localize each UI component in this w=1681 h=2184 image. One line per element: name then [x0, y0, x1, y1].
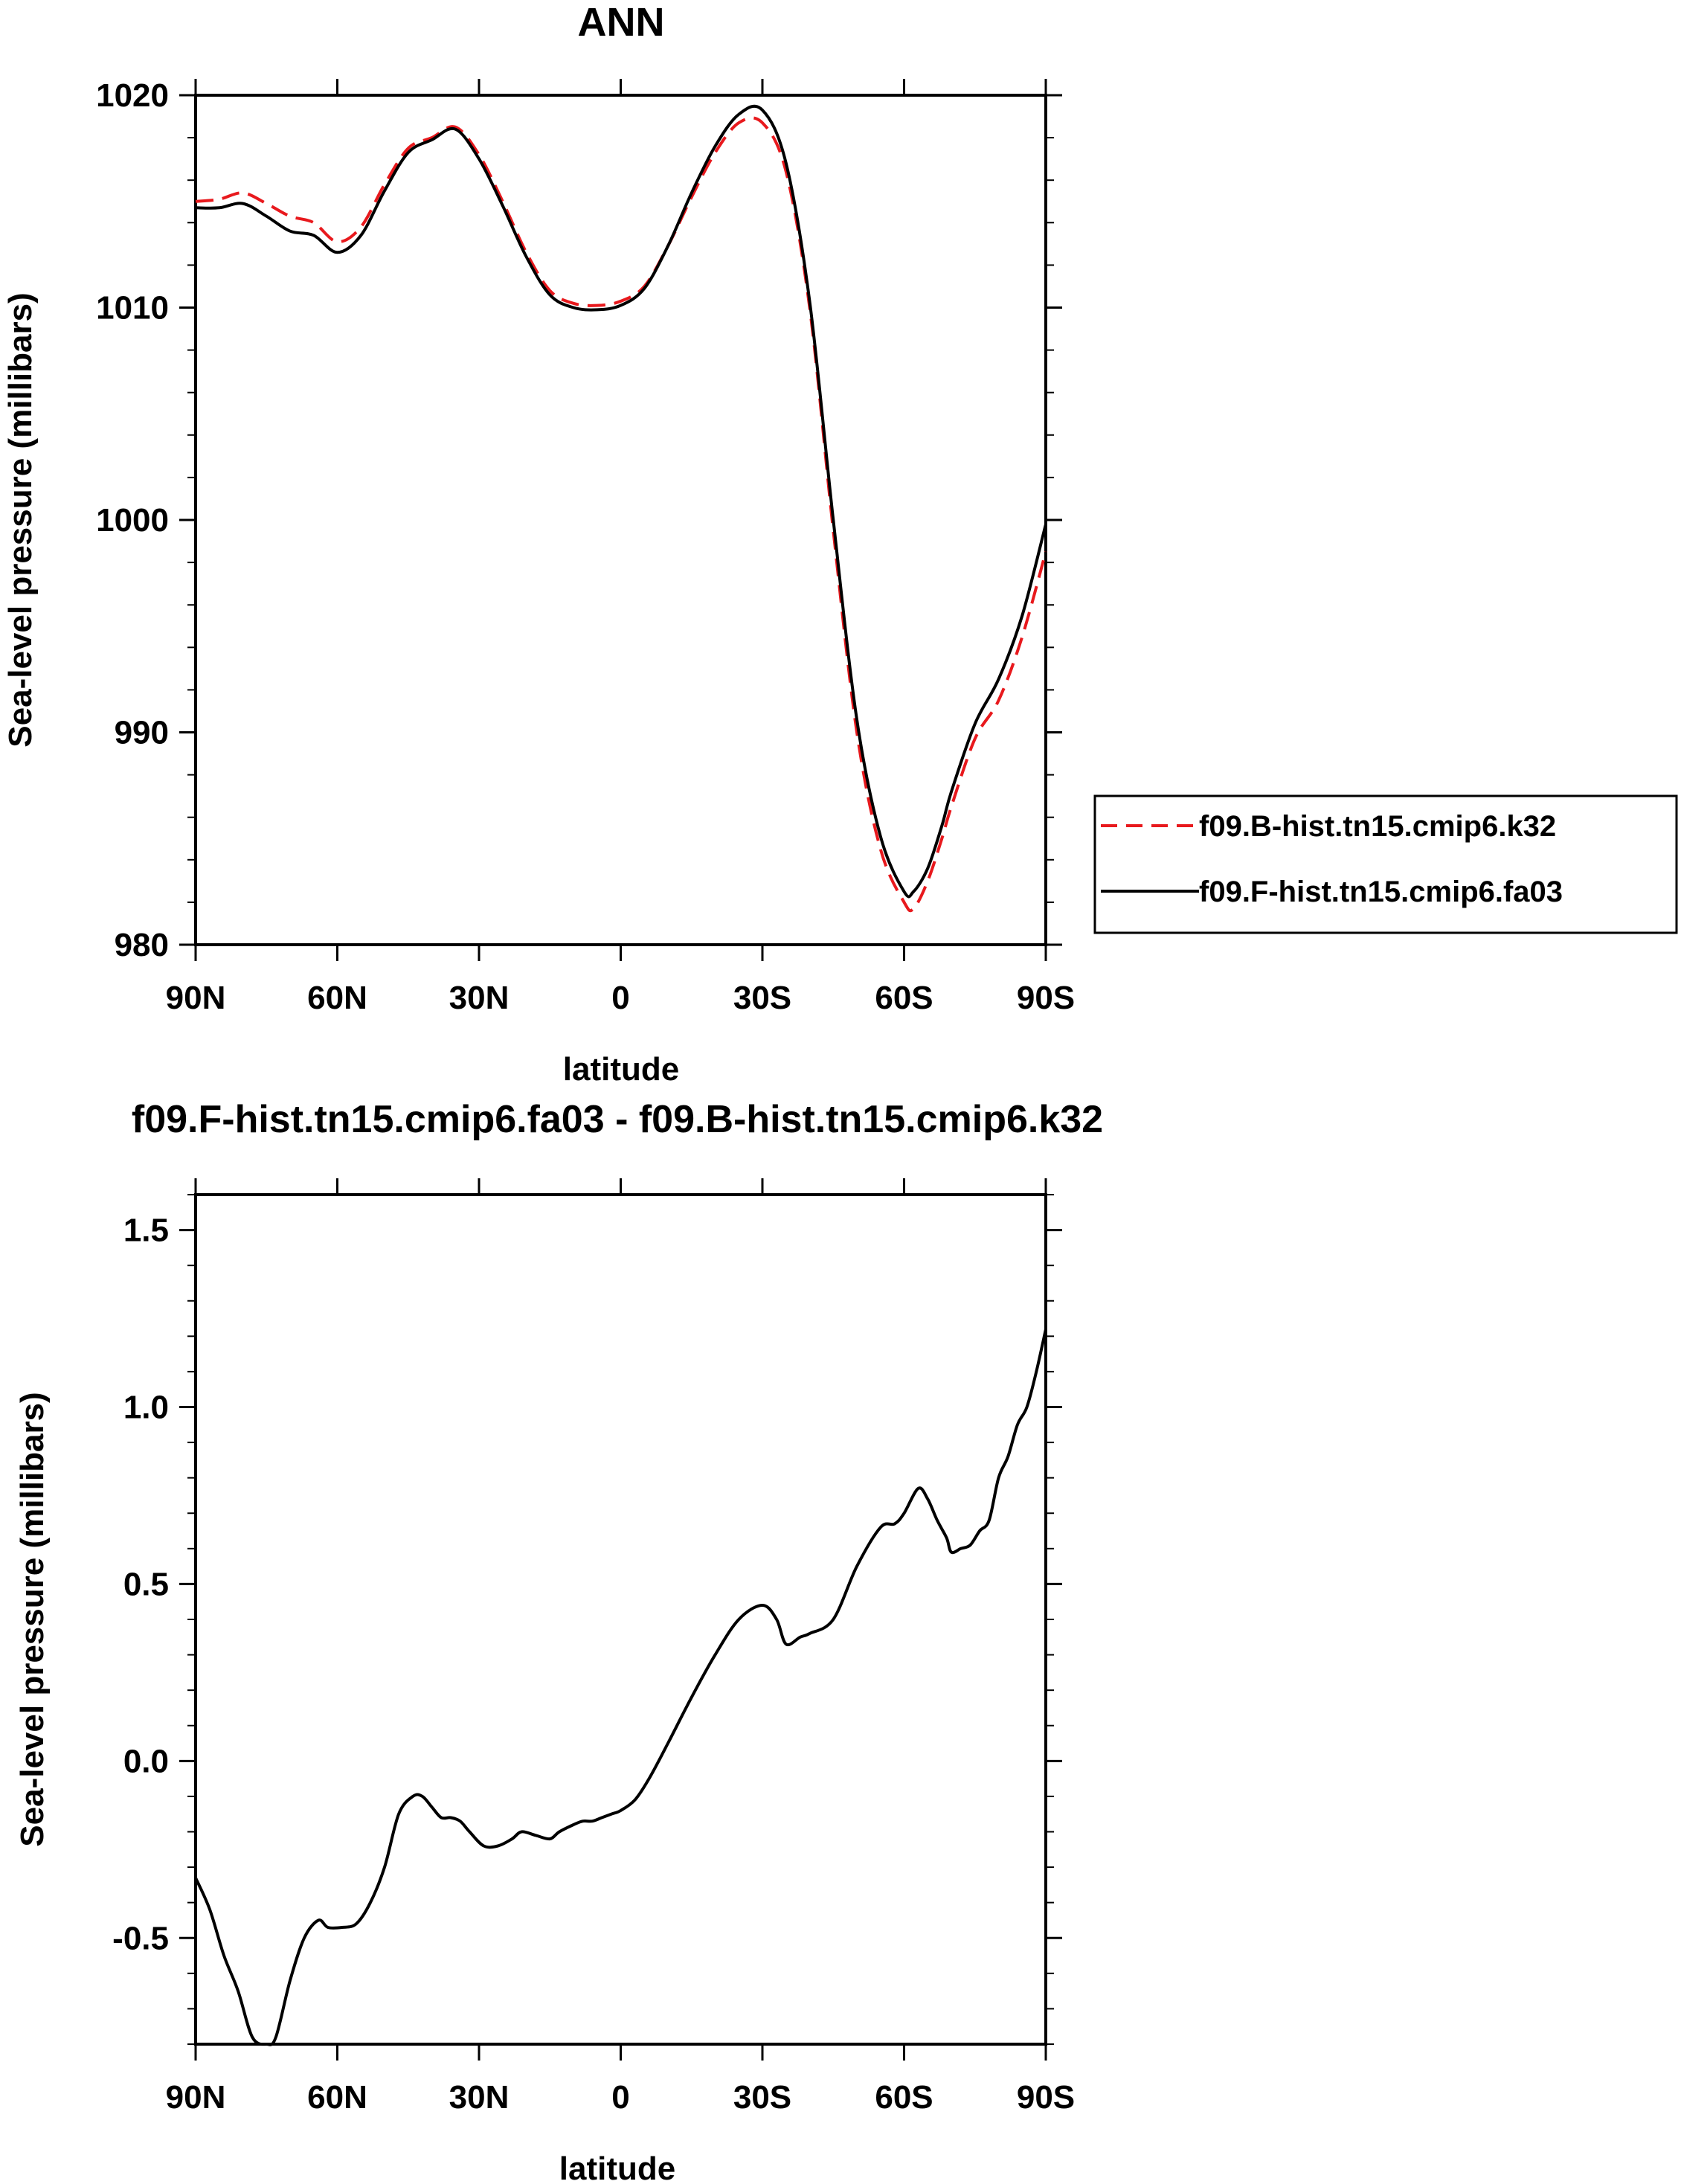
legend-label-f-hist: f09.F-hist.tn15.cmip6.fa03: [1199, 876, 1563, 908]
bottom-chart-title: f09.F-hist.tn15.cmip6.fa03 - f09.B-hist.…: [132, 1098, 1103, 1141]
x-tick-label: 30S: [733, 2079, 791, 2116]
bottom-x-axis-label: latitude: [559, 2151, 675, 2184]
bottom-y-tick-labels: -0.5 0.0 0.5 1.0 1.5: [112, 1213, 169, 1957]
x-tick-label: 60N: [307, 2079, 367, 2116]
legend-box: [1093, 794, 1678, 934]
x-tick-label: 0: [611, 2079, 629, 2116]
top-series-line-0: [195, 116, 1047, 913]
x-tick-label: 90N: [166, 980, 226, 1016]
top-y-tick-labels: 980 990 1000 1010 1020: [96, 77, 169, 963]
top-chart-title: ANN: [578, 0, 665, 45]
bottom-y-axis-label: Sea-level pressure (millibars): [14, 1392, 51, 1846]
bottom-plot-frame: [194, 1193, 1047, 2046]
bottom-series-layer: [194, 1329, 1047, 2046]
legend-label-b-hist: f09.B-hist.tn15.cmip6.k32: [1199, 810, 1556, 843]
top-ticks: [179, 79, 1062, 961]
bottom-panel: f09.F-hist.tn15.cmip6.fa03 - f09.B-hist.…: [14, 1098, 1103, 2184]
bottom-ticks: [179, 1178, 1062, 2061]
top-plot-frame: [194, 94, 1047, 946]
y-tick-label: 0.5: [123, 1566, 169, 1602]
x-tick-label: 90N: [166, 2079, 226, 2116]
y-tick-label: -0.5: [112, 1920, 169, 1956]
bottom-x-tick-labels: 90N 60N 30N 0 30S 60S 90S: [166, 2079, 1076, 2116]
y-tick-label: 980: [115, 927, 169, 963]
y-tick-label: 990: [115, 715, 169, 751]
x-tick-label: 90S: [1017, 980, 1075, 1016]
x-tick-label: 90S: [1017, 2079, 1075, 2116]
x-tick-label: 30N: [449, 2079, 510, 2116]
y-tick-label: 1010: [96, 290, 169, 327]
y-tick-label: 1.0: [123, 1390, 169, 1426]
legend: f09.B-hist.tn15.cmip6.k32 f09.F-hist.tn1…: [1093, 794, 1678, 934]
top-x-tick-labels: 90N 60N 30N 0 30S 60S 90S: [166, 980, 1076, 1016]
y-tick-label: 1020: [96, 77, 169, 114]
bottom-series-line-0: [194, 1329, 1047, 2046]
top-x-axis-label: latitude: [563, 1051, 679, 1088]
top-y-axis-label: Sea-level pressure (millibars): [2, 292, 39, 747]
y-tick-label: 1.5: [123, 1213, 169, 1249]
y-tick-label: 0.0: [123, 1743, 169, 1779]
x-tick-label: 60S: [875, 980, 933, 1016]
x-tick-label: 60S: [875, 2079, 933, 2116]
top-series-line-1: [195, 104, 1047, 899]
x-tick-label: 30S: [733, 980, 791, 1016]
x-tick-label: 60N: [307, 980, 367, 1016]
x-tick-label: 0: [611, 980, 629, 1016]
top-series-layer: [195, 104, 1047, 913]
y-tick-label: 1000: [96, 502, 169, 539]
x-tick-label: 30N: [449, 980, 510, 1016]
